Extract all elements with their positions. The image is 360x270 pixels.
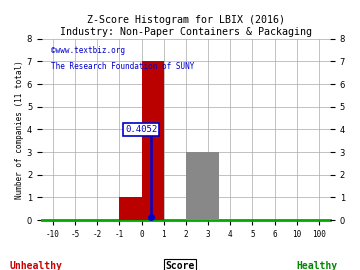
- Bar: [186, 152, 219, 220]
- Text: ©www.textbiz.org: ©www.textbiz.org: [50, 46, 125, 55]
- Bar: [120, 197, 141, 220]
- Text: Unhealthy: Unhealthy: [10, 261, 62, 270]
- Text: Healthy: Healthy: [296, 261, 337, 270]
- Text: Score: Score: [165, 261, 195, 270]
- Title: Z-Score Histogram for LBIX (2016)
Industry: Non-Paper Containers & Packaging: Z-Score Histogram for LBIX (2016) Indust…: [60, 15, 312, 37]
- Text: The Research Foundation of SUNY: The Research Foundation of SUNY: [50, 62, 194, 71]
- Y-axis label: Number of companies (11 total): Number of companies (11 total): [15, 60, 24, 199]
- Text: 0.4052: 0.4052: [125, 125, 157, 134]
- Bar: [141, 62, 164, 220]
